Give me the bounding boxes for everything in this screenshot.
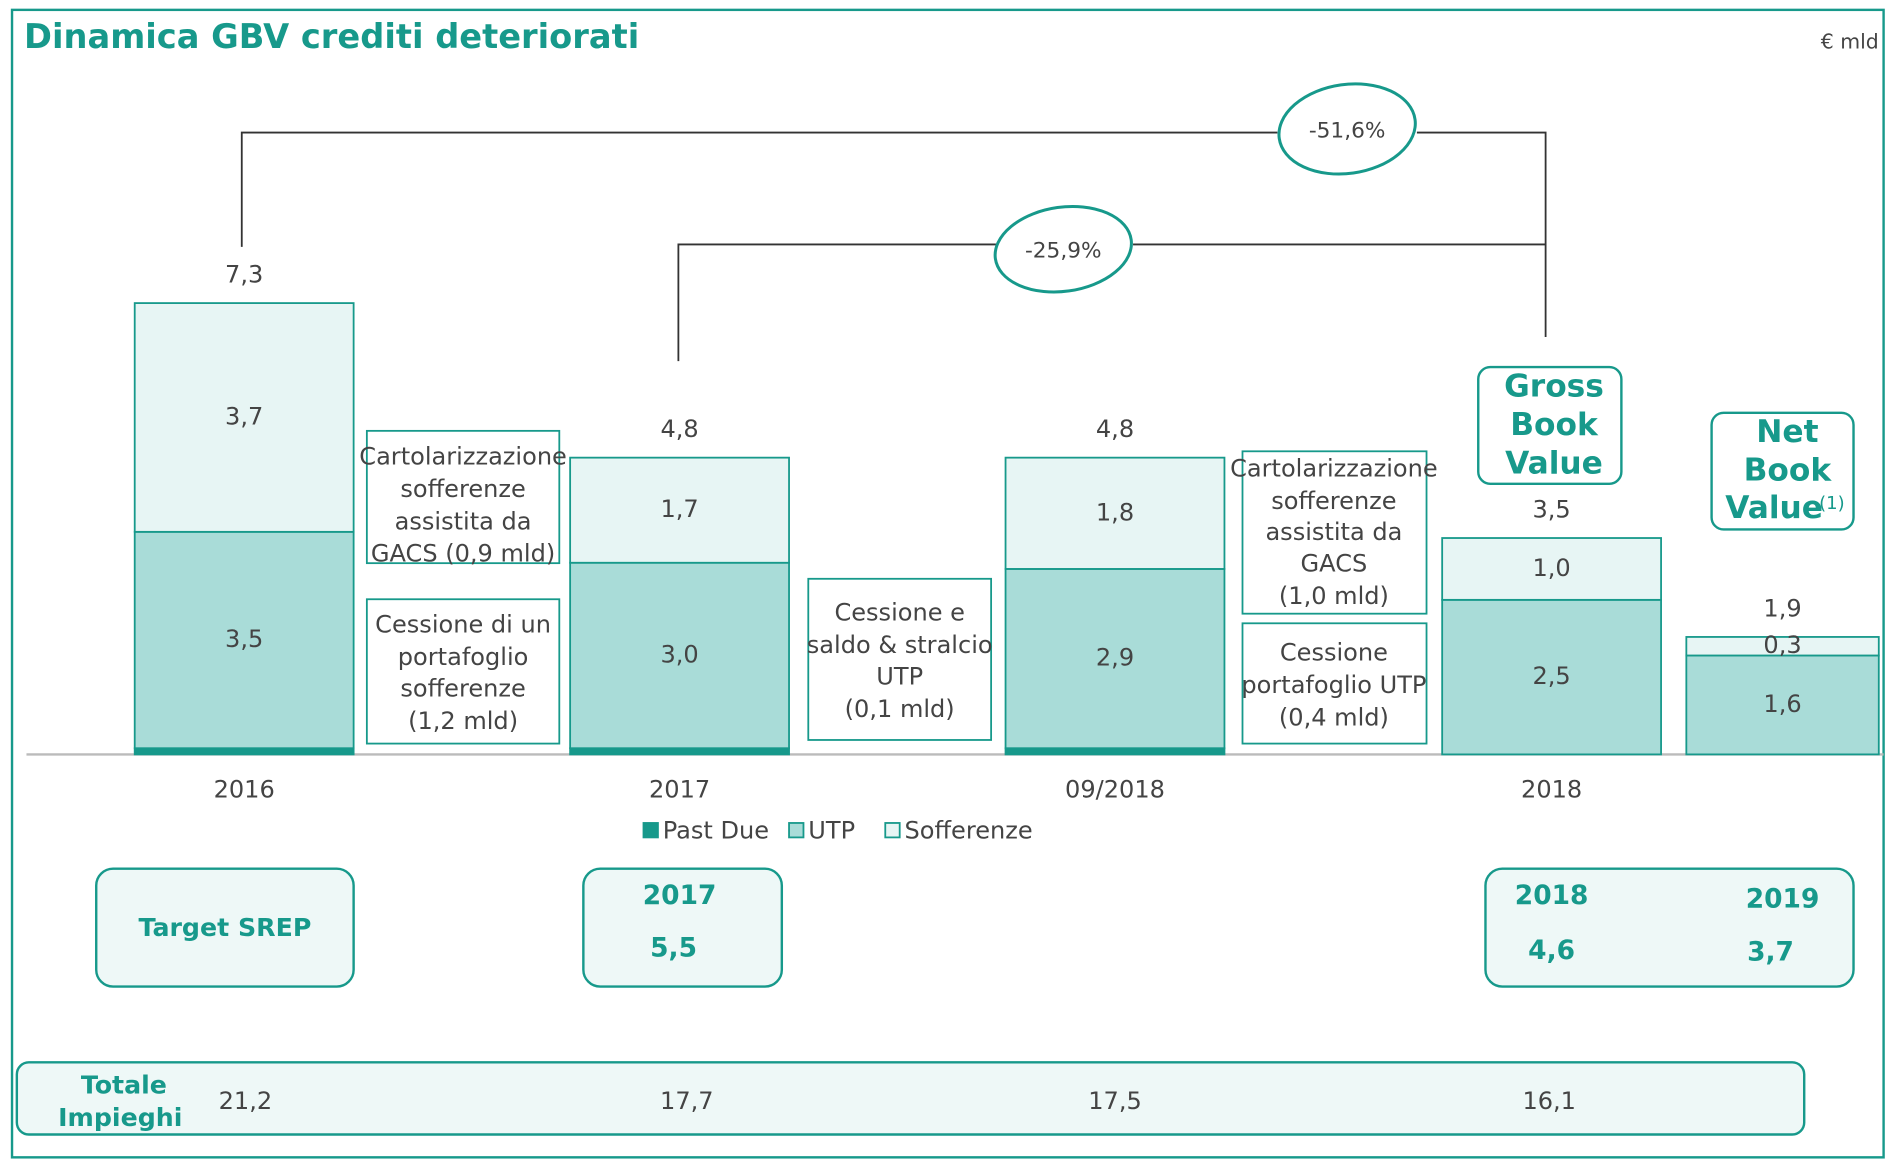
unit-note: € mld [1821,29,1879,53]
legend-swatch [884,822,901,839]
bar-segment [133,302,355,533]
segment-label: 1,0 [1532,554,1570,582]
impieghi-label: Totale [81,1070,167,1099]
bar-segment [1004,456,1226,570]
gross-label: Value [1505,446,1603,482]
bar-segment [569,561,790,750]
operation-text: assistita da [1265,518,1402,546]
operation-text: portafoglio UTP [1241,671,1426,699]
operation-text: Cessione e [834,599,965,627]
operation-box [807,577,993,741]
operation-text: UTP [876,662,923,690]
srep-value: 3,7 [1747,936,1794,967]
operation-text: Cessione di un [375,611,551,639]
operation-box [365,429,561,565]
segment-label: 3,0 [660,640,698,668]
segment-label: 1,6 [1763,690,1801,718]
gross-label: Gross [1504,369,1604,405]
impieghi-label: Impieghi [58,1103,182,1132]
bar-segment [569,456,790,564]
annotation-ellipse [993,204,1133,294]
legend-swatch [642,822,659,839]
operation-text: (1,0 mld) [1279,582,1389,610]
bracket [240,131,1547,338]
net-label: Net [1756,414,1818,450]
srep-year: 2019 [1746,883,1820,914]
category-label: 2018 [1521,775,1582,803]
srep-box [95,867,355,988]
bar-segment [133,530,355,750]
annotation-ellipse [1277,82,1417,176]
net-label: Value [1725,490,1823,526]
annotation: -51,6% [1309,118,1386,143]
segment-label: 1,7 [660,495,698,523]
total-label: 4,8 [660,415,698,443]
bracket [677,243,1546,362]
srep-box [1484,867,1855,988]
net-note: (1) [1819,493,1845,514]
operation-text: saldo & stralcio [807,631,993,659]
total-label: 4,8 [1096,415,1134,443]
bar-segment [1685,654,1880,756]
segment-label: 3,7 [225,402,263,430]
legend-swatch [788,822,805,839]
operation-text: GACS (0,9 mld) [371,540,555,568]
srep-label: Target SREP [138,913,311,942]
srep-year: 2017 [643,880,717,911]
operation-text: portafoglio [398,643,529,671]
gross-label: Book [1510,407,1599,443]
operation-box [1241,622,1428,745]
title: Dinamica GBV crediti deteriorati [24,17,639,56]
impieghi-value: 17,5 [1088,1087,1142,1115]
total-label: 1,9 [1763,594,1801,622]
bar-segment [1004,747,1226,756]
segment-label: 3,5 [225,625,263,653]
operation-text: (0,1 mld) [845,695,955,723]
bar-segment [1685,636,1880,657]
segment-label: 1,8 [1096,498,1134,526]
bar-segment [133,747,355,756]
annotation: -25,9% [1025,239,1102,264]
operation-box [365,598,561,745]
operation-text: sofferenze [400,475,525,503]
srep-box [582,867,784,988]
bar-segment [1441,537,1662,601]
srep-value: 5,5 [650,933,697,964]
legend-label: Past Due [663,816,769,844]
operation-text: Cartolarizzazione [1230,454,1438,482]
operation-text: sofferenze [400,674,525,702]
bar-segment [1441,598,1662,756]
net-box [1710,411,1855,531]
srep-value: 4,6 [1528,935,1575,966]
srep-year: 2018 [1515,880,1589,911]
gross-box [1477,365,1623,485]
bar-segment [569,747,790,756]
net-label: Book [1744,453,1833,489]
impieghi-box [15,1061,1806,1136]
impieghi-value: 17,7 [660,1087,714,1115]
operation-box [1241,450,1428,615]
category-label: 2016 [214,775,275,803]
category-label: 09/2018 [1065,775,1165,803]
bar-segment [1004,568,1226,750]
operation-text: assistita da [395,507,532,535]
total-label: 7,3 [225,260,263,288]
category-label: 2017 [649,775,710,803]
legend-label: Sofferenze [905,816,1033,844]
impieghi-value: 16,1 [1522,1087,1576,1115]
operation-text: (1,2 mld) [408,707,518,735]
total-label: 3,5 [1532,495,1570,523]
segment-label: 2,5 [1532,662,1570,690]
segment-label: 0,3 [1763,631,1801,659]
operation-text: (0,4 mld) [1279,703,1389,731]
operation-text: Cessione [1280,638,1388,666]
operation-text: sofferenze [1271,487,1396,515]
operation-text: Cartolarizzazione [359,442,567,470]
legend-label: UTP [808,816,855,844]
impieghi-value: 21,2 [219,1087,273,1115]
frame [10,8,1885,1159]
segment-label: 2,9 [1096,644,1134,672]
operation-text: GACS [1301,549,1368,577]
